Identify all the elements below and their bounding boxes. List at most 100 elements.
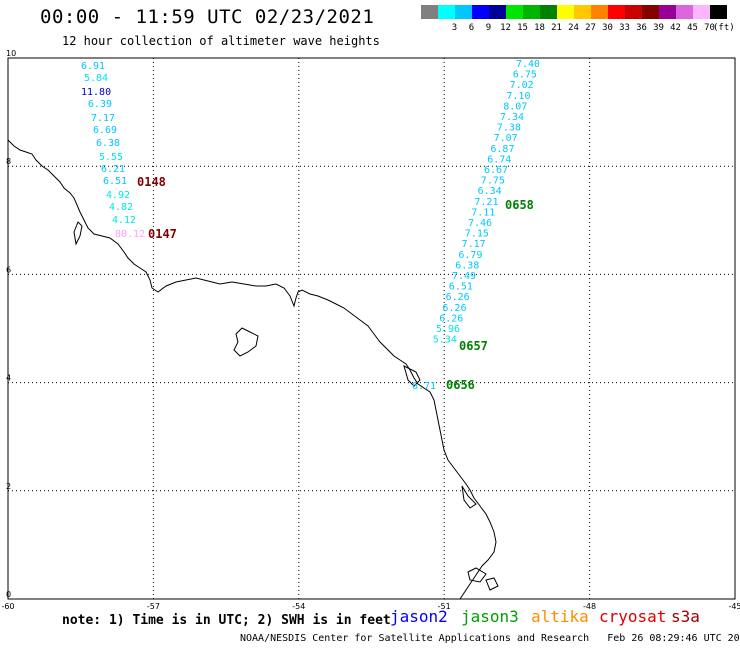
wave-height-reading: 7.17: [462, 239, 486, 250]
credit-line: NOAA/NESDIS Center for Satellite Applica…: [240, 633, 740, 644]
legend-swatch: [710, 5, 727, 19]
y-tick-label: 10: [6, 49, 16, 58]
wave-height-reading: 7.11: [471, 207, 495, 218]
legend-swatch: [523, 5, 540, 19]
map-title: 00:00 - 11:59 UTC 02/23/2021: [40, 6, 375, 28]
pass-time-label: 0148: [137, 175, 166, 189]
wave-height-reading: 6.39: [88, 99, 112, 110]
legend-label: 42: [670, 23, 681, 33]
legend-swatch: [421, 5, 438, 19]
wave-height-reading: 7.10: [506, 91, 530, 102]
legend-label: 15: [517, 23, 528, 33]
pass-time-label: 0658: [505, 198, 534, 212]
estuary: [403, 365, 421, 387]
legend-label: 33: [619, 23, 630, 33]
y-tick-label: 0: [6, 590, 11, 599]
footer-note: note: 1) Time is in UTC; 2) SWH is in fe…: [62, 613, 391, 628]
wave-height-reading: 6.71: [412, 381, 436, 392]
wave-height-reading: 7.38: [497, 123, 521, 134]
legend-swatch: [489, 5, 506, 19]
wave-height-reading: 6.21: [101, 164, 125, 175]
x-tick-label: -48: [583, 602, 596, 611]
legend-swatch: [676, 5, 693, 19]
legend-swatch: [608, 5, 625, 19]
legend-label: 6: [468, 23, 475, 33]
legend-label: 30: [602, 23, 613, 33]
plot-frame: [7, 57, 736, 600]
legend-label: 3: [451, 23, 458, 33]
legend-label: 24: [568, 23, 579, 33]
coast-inlet: [461, 485, 477, 509]
wave-height-reading: 5.96: [436, 324, 460, 335]
legend-unit: (ft): [713, 23, 735, 33]
legend-swatch: [574, 5, 591, 19]
satellite-label-altika: altika: [531, 607, 589, 626]
wave-height-reading: 4.92: [106, 190, 130, 201]
track-0148-0147: 6.915.84 11.806.39 7.176.69 6.38 5.556.216.5…: [81, 61, 177, 241]
wave-height-reading: 5.55: [99, 152, 123, 163]
x-tick-label: -51: [438, 602, 451, 611]
river-mouth: [73, 221, 83, 246]
wave-height-reading: 5.84: [84, 73, 108, 84]
wave-height-reading: 6.38: [96, 138, 120, 149]
wave-height-reading: 7.40: [516, 59, 540, 70]
legend-swatch: [455, 5, 472, 19]
wave-height-reading: 11.80: [81, 87, 111, 98]
wave-height-reading: 6.91: [81, 61, 105, 72]
wave-height-reading: 6.38: [455, 260, 479, 271]
wave-height-reading: 7.07: [494, 133, 518, 144]
x-tick-label: -60: [1, 602, 14, 611]
legend-label: 36: [636, 23, 647, 33]
wave-height-reading: 4.82: [109, 202, 133, 213]
wave-height-reading: 6.26: [442, 303, 466, 314]
wave-height-reading: 7.02: [510, 80, 534, 91]
wave-height-reading: 6.51: [103, 176, 127, 187]
legend-label: 21: [551, 23, 562, 33]
wave-height-reading: 5.34: [433, 335, 457, 346]
legend-swatch: [438, 5, 455, 19]
legend-swatch: [506, 5, 523, 19]
track-0658-0656: 7.406.757.027.108.077.347.387.076.876.74…: [412, 59, 540, 392]
wave-height-reading: 6.26: [446, 292, 470, 303]
wave-height-reading: 80.12: [115, 229, 145, 240]
x-tick-label: -45: [728, 602, 740, 611]
legend-swatch: [693, 5, 710, 19]
pass-time-label: 0147: [148, 227, 177, 241]
pass-time-label: 0657: [459, 339, 488, 353]
satellite-label-jason2: jason2: [390, 607, 448, 626]
wave-height-reading: 7.46: [468, 218, 492, 229]
legend-swatch: [659, 5, 676, 19]
y-tick-label: 6: [6, 265, 11, 274]
x-tick-label: -57: [147, 602, 160, 611]
legend-label: 70: [704, 23, 715, 33]
wave-height-reading: 7.49: [452, 271, 476, 282]
legend-label: 12: [500, 23, 511, 33]
legend-swatch: [642, 5, 659, 19]
wave-height-reading: 6.79: [458, 250, 482, 261]
legend-label: 9: [485, 23, 492, 33]
wave-height-reading: 8.07: [503, 101, 527, 112]
legend-swatch: [557, 5, 574, 19]
legend-label: 39: [653, 23, 664, 33]
y-tick-label: 4: [6, 374, 11, 383]
legend-swatch: [472, 5, 489, 19]
pass-time-label: 0656: [446, 378, 475, 392]
wave-height-reading: 6.34: [478, 186, 502, 197]
wave-height-reading: 7.34: [500, 112, 524, 123]
axis-ticks: -60 -57 -54 -51 -48 -45 0 2 4 6 8 10: [1, 49, 740, 611]
satellite-label-cryosat: cryosat: [599, 607, 667, 626]
y-tick-label: 2: [6, 482, 11, 491]
wave-height-reading: 6.74: [487, 154, 511, 165]
wave-height-reading: 7.21: [474, 197, 498, 208]
wave-height-reading: 6.51: [449, 282, 473, 293]
legend-swatch: [540, 5, 557, 19]
wave-height-reading: 6.67: [484, 165, 508, 176]
x-tick-label: -54: [292, 602, 305, 611]
lake-shape: [233, 327, 259, 357]
wave-height-reading: 4.12: [112, 215, 136, 226]
coast-islands: [467, 567, 499, 591]
legend-swatch: [625, 5, 642, 19]
coastline: [7, 139, 497, 600]
wave-height-reading: 7.17: [91, 113, 115, 124]
